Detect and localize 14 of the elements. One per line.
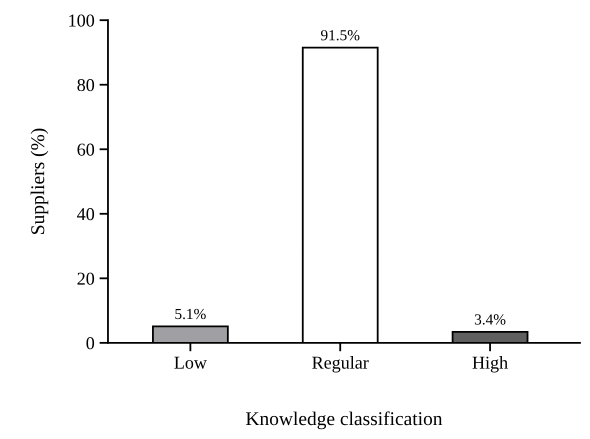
x-tick-label: Regular (312, 356, 369, 372)
data-label: 91.5% (320, 30, 360, 40)
y-tick-label: 60 (77, 144, 94, 156)
y-tick-label: 40 (77, 208, 94, 220)
x-tick-label: Low (174, 356, 207, 369)
y-tick-label: 0 (86, 337, 94, 350)
y-tick-label: 80 (77, 78, 94, 92)
y-axis-title: Suppliers (%) (30, 128, 48, 234)
y-tick-label: 20 (78, 272, 94, 285)
x-tick-label: High (472, 356, 508, 372)
data-label: 3.4% (474, 314, 506, 325)
y-tick-label: 100 (69, 14, 94, 27)
x-axis-title: Knowledge classification (246, 411, 442, 430)
data-label: 5.1% (175, 308, 206, 320)
